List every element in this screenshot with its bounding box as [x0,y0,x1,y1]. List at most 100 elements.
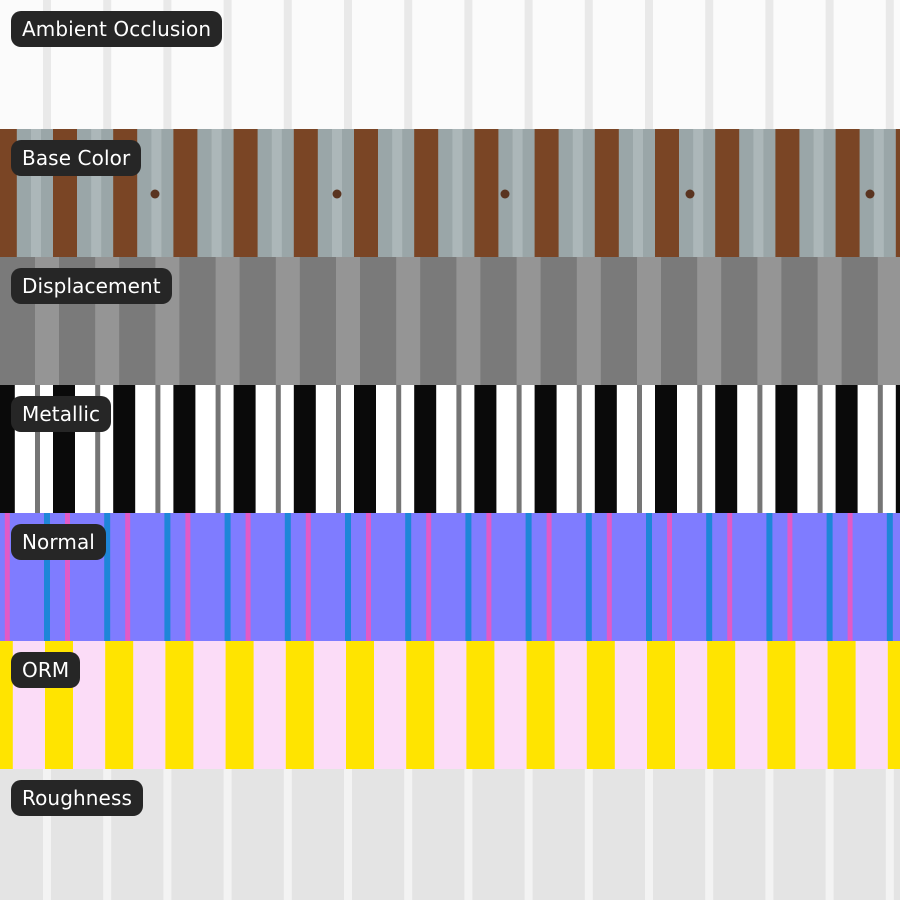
base-color-label: Base Color [11,140,142,176]
rivet [150,189,160,199]
normal-stripe [886,513,893,641]
texture-stripe [757,257,782,385]
texture-stripe [344,0,352,129]
texture-stripe [584,0,593,129]
metal-edge [35,385,40,513]
texture-stripe [516,257,541,385]
orm-stripe [285,641,314,769]
rivet [332,189,342,199]
normal-accent [4,513,10,641]
texture-stripe [645,769,653,900]
metal-edge [757,385,763,513]
orm-label: ORM [11,652,81,688]
normal-stripe [405,513,412,641]
texture-stripe [283,0,292,129]
rust-stripe [233,129,258,257]
texture-stripe [103,769,112,900]
displacement-map: Displacement [0,257,900,385]
normal-texture [0,513,900,641]
texture-stripe [464,0,473,129]
normal-stripe [44,513,50,641]
texture-stripe [43,769,51,900]
metal-edge [697,385,703,513]
orm-stripe [586,641,615,769]
orm-stripe [827,641,856,769]
texture-stripe [215,257,240,385]
texture-stripe [705,769,714,900]
orm-stripe [105,641,134,769]
metal-stripe [173,385,196,513]
texture-stripe [576,257,601,385]
metal-edge [336,385,341,513]
texture-stripe [456,257,481,385]
texture-stripe [404,769,413,900]
texture-background [0,513,900,641]
texture-stripe [645,0,653,129]
metal-edge [215,385,221,513]
texture-stripe [103,0,112,129]
texture-stripe [283,769,292,900]
normal-stripe [826,513,833,641]
texture-stripe [344,769,352,900]
rust-stripe [895,129,900,257]
metal-stripe [233,385,256,513]
orm-stripe [767,641,796,769]
texture-stripe [817,257,842,385]
metal-stripe [715,385,738,513]
metal-edge [275,385,281,513]
orm-stripe [887,641,900,769]
rust-stripe [173,129,198,257]
normal-accent [546,513,552,641]
base-color-map: Base Color [0,129,900,257]
rust-stripe [474,129,499,257]
orm-stripe [165,641,194,769]
orm-map: ORM [0,641,900,769]
rust-stripe [354,129,378,257]
ambient-occlusion-map: Ambient Occlusion [0,0,900,129]
metal-edge [516,385,522,513]
texture-stripe [163,0,172,129]
texture-stripe [885,769,894,900]
normal-stripe [284,513,291,641]
metal-stripe [474,385,497,513]
normal-stripe [465,513,472,641]
texture-background [0,129,900,257]
normal-accent [486,513,492,641]
texture-stripe [705,0,714,129]
texture-stripe [524,0,533,129]
texture-background [0,385,900,513]
rust-stripe [534,129,559,257]
metal-highlight [572,129,583,257]
base-color-texture [0,129,900,257]
texture-stripe [825,0,834,129]
texture-background [0,769,900,900]
rivet [500,189,510,199]
orm-stripe [346,641,374,769]
normal-stripe [224,513,231,641]
metal-stripe [354,385,376,513]
normal-stripe [104,513,111,641]
texture-stripe [464,769,473,900]
metal-highlight [211,129,222,257]
texture-stripe [765,0,774,129]
metal-stripe [534,385,557,513]
metal-edge [95,385,101,513]
ambient-occlusion-label: Ambient Occlusion [11,11,223,47]
texture-stripe [877,257,900,385]
metal-highlight [91,129,102,257]
texture-stripe [825,769,834,900]
normal-map: Normal [0,513,900,641]
normal-accent [606,513,612,641]
roughness-label: Roughness [11,780,144,816]
normal-accent [245,513,251,641]
displacement-label: Displacement [11,268,172,304]
texture-stripe [697,257,722,385]
normal-accent [65,513,70,641]
metallic-label: Metallic [11,396,112,432]
orm-texture [0,641,900,769]
texture-stripe [43,0,51,129]
metal-stripe [414,385,437,513]
orm-stripe [526,641,555,769]
metal-edge [576,385,582,513]
